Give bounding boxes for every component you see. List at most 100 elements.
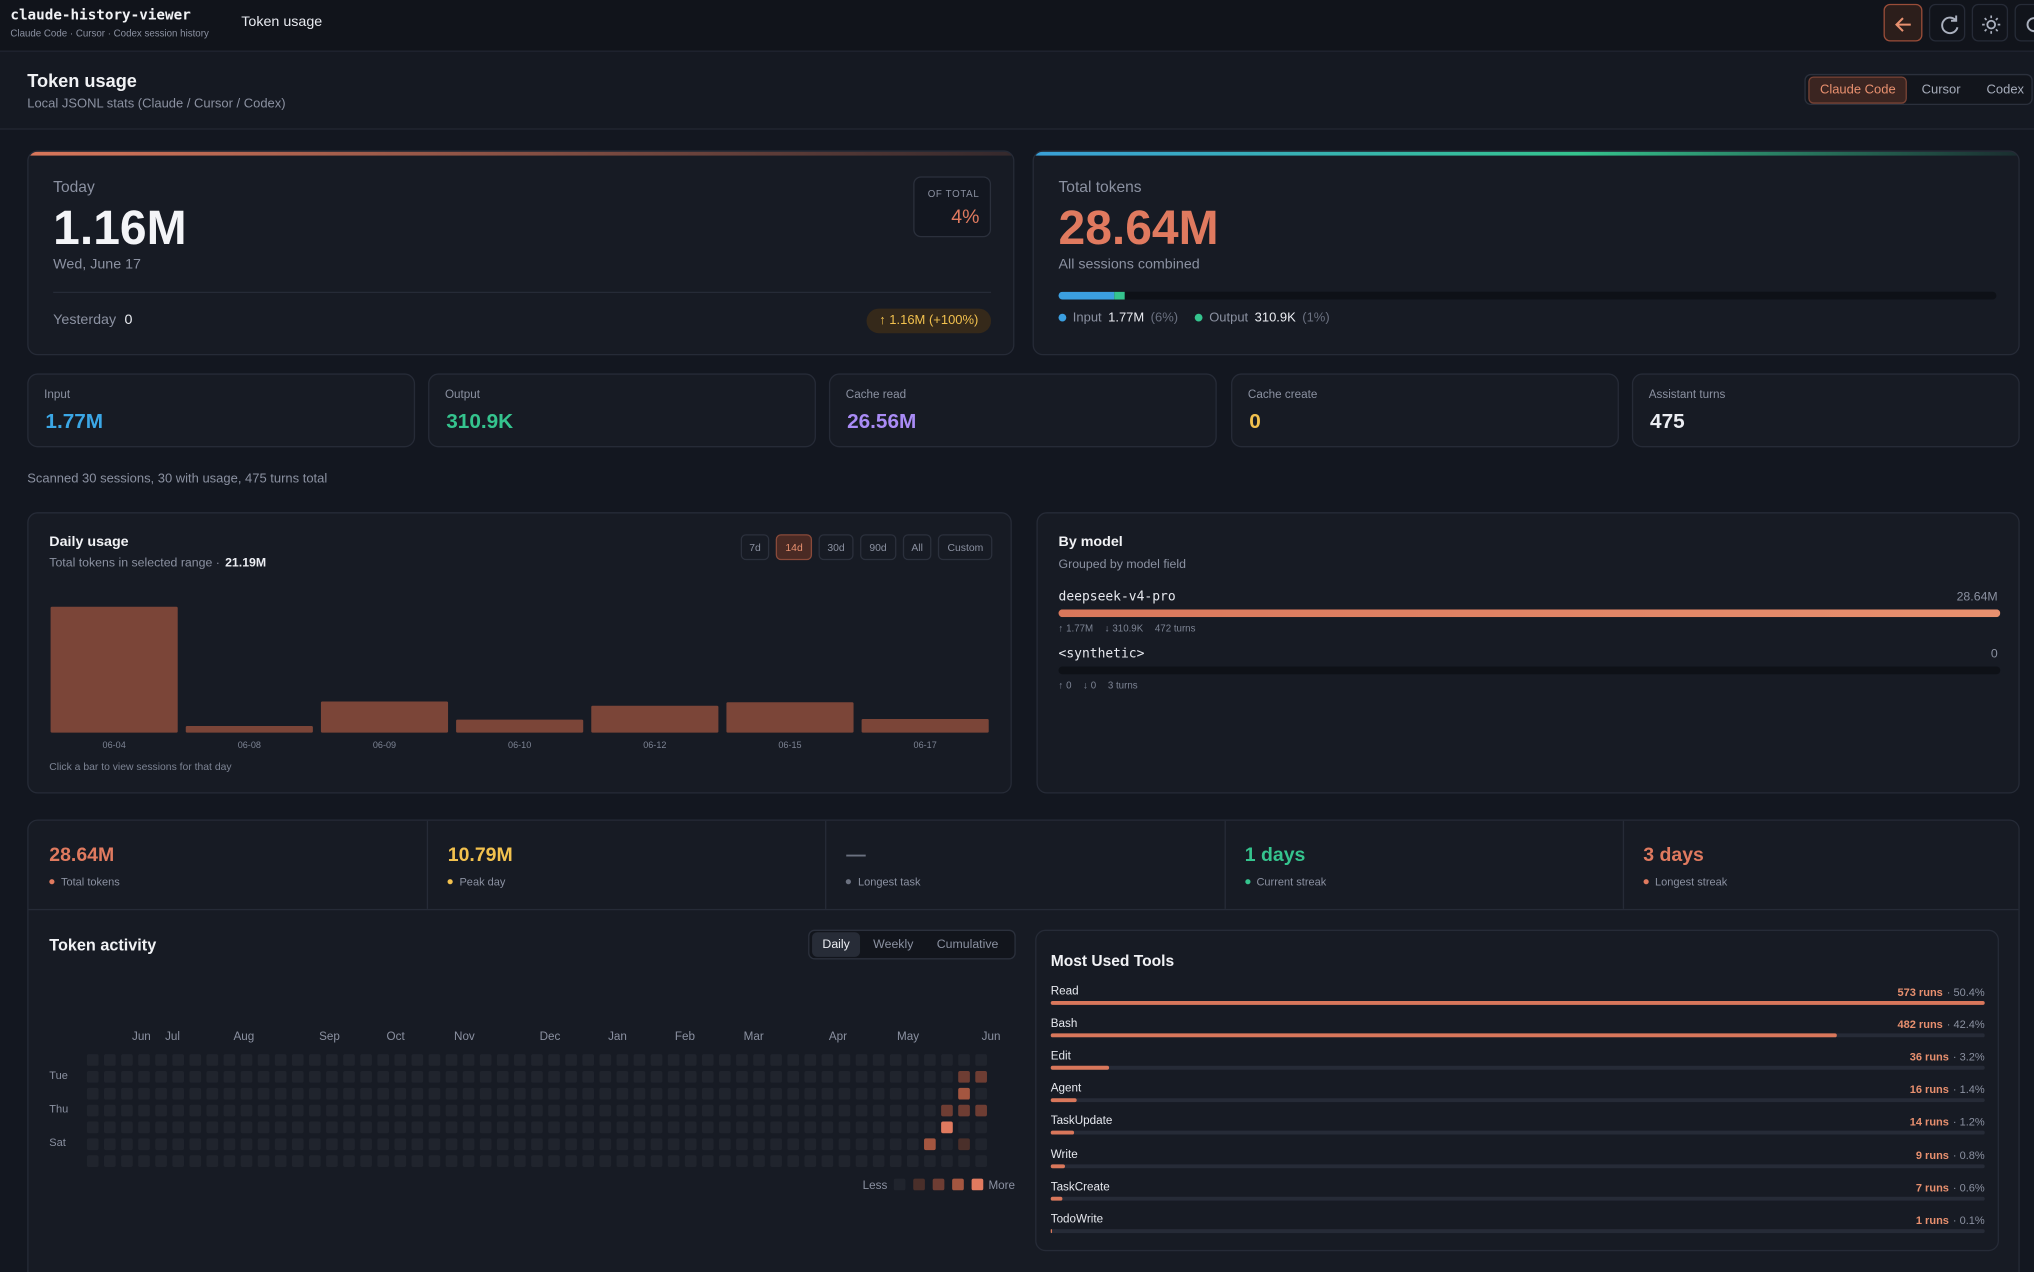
heatmap-cell-empty — [479, 1155, 492, 1167]
range-button[interactable]: Custom — [938, 534, 993, 561]
stat-label: Cache create — [1247, 387, 1318, 401]
tool-name: TaskUpdate — [1050, 1114, 1113, 1128]
heatmap-cell-empty — [650, 1121, 663, 1134]
heatmap-cell-empty — [667, 1155, 680, 1167]
theme-button[interactable] — [1971, 3, 2009, 42]
heatmap-cell-empty — [138, 1104, 150, 1117]
heatmap-cell-empty — [855, 1070, 868, 1083]
tool-bar — [1050, 1163, 1066, 1168]
heatmap-cell-empty — [599, 1155, 612, 1167]
summary-label: Total tokens — [60, 875, 120, 889]
range-button[interactable]: 30d — [818, 534, 854, 561]
heatmap-cell — [958, 1070, 970, 1083]
accent-strip — [28, 151, 1014, 156]
daily-note: Click a bar to view sessions for that da… — [49, 761, 232, 773]
total-caption: All sessions combined — [1058, 256, 1200, 273]
daily-bar[interactable] — [456, 719, 584, 733]
daily-bar[interactable] — [591, 705, 719, 733]
heatmap-cell-empty — [394, 1138, 407, 1151]
heatmap-cell-empty — [411, 1070, 424, 1083]
heatmap-cell-empty — [155, 1070, 167, 1083]
heatmap-cell-empty — [138, 1087, 150, 1100]
heatmap-cell-empty — [257, 1138, 270, 1151]
heatmap-cell-empty — [206, 1070, 219, 1083]
today-value: 1.16M — [53, 200, 187, 255]
range-button[interactable]: 14d — [776, 534, 812, 561]
daily-bar[interactable] — [50, 606, 178, 733]
tool-stat: 482 runs · 42.4% — [1555, 1018, 1984, 1031]
heatmap-cell-empty — [155, 1087, 167, 1100]
range-button[interactable]: 90d — [860, 534, 896, 561]
heatmap-cell-empty — [121, 1070, 133, 1083]
heatmap-cell-empty — [172, 1104, 185, 1117]
today-date: Wed, June 17 — [53, 256, 141, 273]
heatmap-cell-empty — [548, 1104, 560, 1117]
heatmap-cell — [975, 1087, 987, 1100]
stat-value: 0 — [1249, 411, 1261, 434]
heatmap-cell-empty — [531, 1121, 543, 1134]
heatmap-cell — [958, 1104, 970, 1117]
heatmap-cell-empty — [514, 1104, 526, 1117]
range-button[interactable]: 7d — [740, 534, 770, 561]
heatmap-cell-empty — [121, 1087, 133, 1100]
daily-bar[interactable] — [861, 719, 989, 733]
heatmap-cell-empty — [667, 1104, 680, 1117]
model-output: ↓ 310.9K — [1104, 622, 1144, 635]
heatmap-cell-empty — [189, 1155, 202, 1167]
heatmap-cell-empty — [821, 1155, 834, 1167]
tool-name: Edit — [1050, 1049, 1071, 1063]
page-header: Token usage Local JSONL stats (Claude / C… — [0, 51, 2034, 130]
mode-button[interactable]: Daily — [812, 932, 861, 957]
model-name: <synthetic> — [1058, 647, 1145, 662]
tool-name: TaskCreate — [1050, 1179, 1110, 1193]
mode-toggle: Daily Weekly Cumulative — [808, 929, 1016, 960]
heatmap-cell-empty — [514, 1155, 526, 1167]
heatmap-cell-empty — [138, 1155, 150, 1167]
heatmap-cell-empty — [548, 1138, 560, 1151]
heatmap-cell-empty — [189, 1104, 202, 1117]
month-label: Mar — [744, 1030, 764, 1043]
source-tab[interactable]: Claude Code — [1808, 75, 1908, 104]
heatmap-cell-empty — [428, 1121, 441, 1134]
heatmap-cell-empty — [565, 1138, 577, 1151]
refresh-button[interactable] — [1928, 3, 1966, 42]
total-value: 28.64M — [1058, 200, 1219, 255]
heatmap-cell-empty — [838, 1070, 851, 1083]
x-tick-label: 06-10 — [508, 740, 531, 750]
heatmap-cell-empty — [274, 1121, 287, 1134]
heatmap-cell-empty — [240, 1054, 253, 1066]
tools-card: Most Used Tools Read 573 runs · 50.4% Bash 48… — [1035, 929, 1999, 1252]
daily-bar[interactable] — [320, 701, 449, 733]
heatmap-cell-empty — [172, 1121, 185, 1134]
source-tab[interactable]: Codex — [1986, 82, 2025, 97]
heatmap-cell-empty — [326, 1070, 338, 1083]
month-label: Jan — [608, 1030, 627, 1043]
mode-button[interactable]: Weekly — [873, 937, 914, 952]
heatmap-cell-empty — [582, 1155, 595, 1167]
heatmap-cell-empty — [309, 1138, 321, 1151]
heatmap-cell-empty — [411, 1155, 424, 1167]
heatmap-cell-empty — [240, 1087, 253, 1100]
heatmap-cell — [941, 1070, 953, 1083]
model-turns: 472 turns — [1154, 622, 1196, 635]
icon-svg — [1941, 15, 1959, 35]
heatmap-cell-empty — [86, 1104, 99, 1117]
mode-button[interactable]: Cumulative — [936, 937, 999, 952]
source-tab[interactable]: Cursor — [1921, 82, 1961, 97]
heatmap-cell-empty — [838, 1104, 851, 1117]
summary-dot — [49, 879, 55, 885]
heatmap-cell-empty — [804, 1121, 817, 1134]
heatmap-cell-empty — [855, 1138, 868, 1151]
heatmap-cell-empty — [565, 1121, 577, 1134]
daily-bar[interactable] — [185, 726, 313, 733]
daily-bar[interactable] — [726, 702, 854, 733]
heatmap-cell-empty — [770, 1121, 782, 1134]
settings-button[interactable] — [2014, 3, 2034, 42]
heatmap-cell-empty — [309, 1054, 321, 1066]
month-label: Jul — [165, 1030, 180, 1043]
heatmap-cell-empty — [103, 1155, 116, 1167]
heatmap-cell-empty — [838, 1087, 851, 1100]
range-button[interactable]: All — [902, 534, 932, 561]
back-button[interactable] — [1883, 3, 1923, 42]
heatmap-cell-empty — [496, 1138, 509, 1151]
